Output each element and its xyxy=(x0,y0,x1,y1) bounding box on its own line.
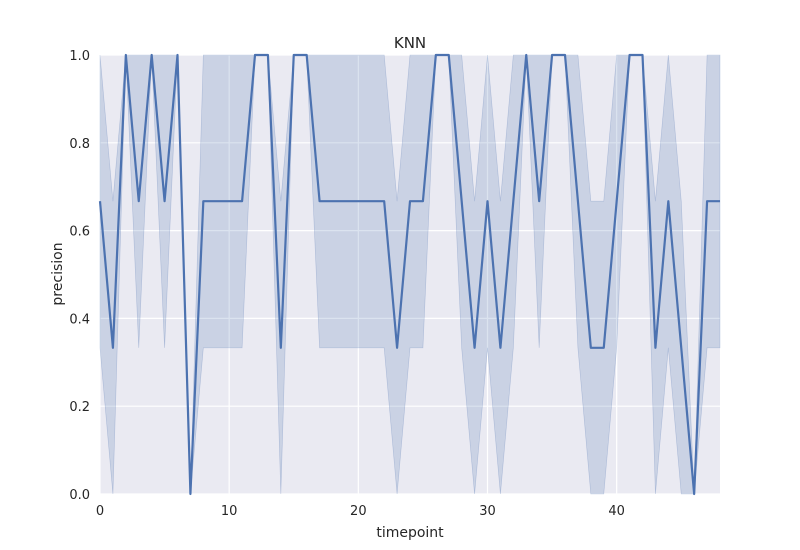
x-tick-label: 10 xyxy=(221,504,238,519)
y-tick-label: 0.4 xyxy=(69,312,90,327)
y-axis-label: precision xyxy=(50,242,66,305)
x-tick-label: 30 xyxy=(479,504,496,519)
data-points xyxy=(99,54,721,495)
chart-title: KNN xyxy=(394,34,426,52)
y-tick-labels: 0.0 0.2 0.4 0.6 0.8 1.0 xyxy=(69,49,90,503)
y-tick-label: 0.6 xyxy=(69,225,90,240)
y-tick-label: 1.0 xyxy=(69,49,90,64)
x-axis-label: timepoint xyxy=(376,525,444,541)
y-tick-label: 0.2 xyxy=(69,400,90,415)
y-tick-label: 0.8 xyxy=(69,137,90,152)
x-tick-label: 20 xyxy=(350,504,367,519)
x-tick-label: 40 xyxy=(608,504,625,519)
x-tick-labels: 0 10 20 30 40 xyxy=(96,504,625,519)
x-tick-label: 0 xyxy=(96,504,104,519)
grid-lines xyxy=(99,54,720,495)
y-tick-label: 0.0 xyxy=(69,488,90,503)
